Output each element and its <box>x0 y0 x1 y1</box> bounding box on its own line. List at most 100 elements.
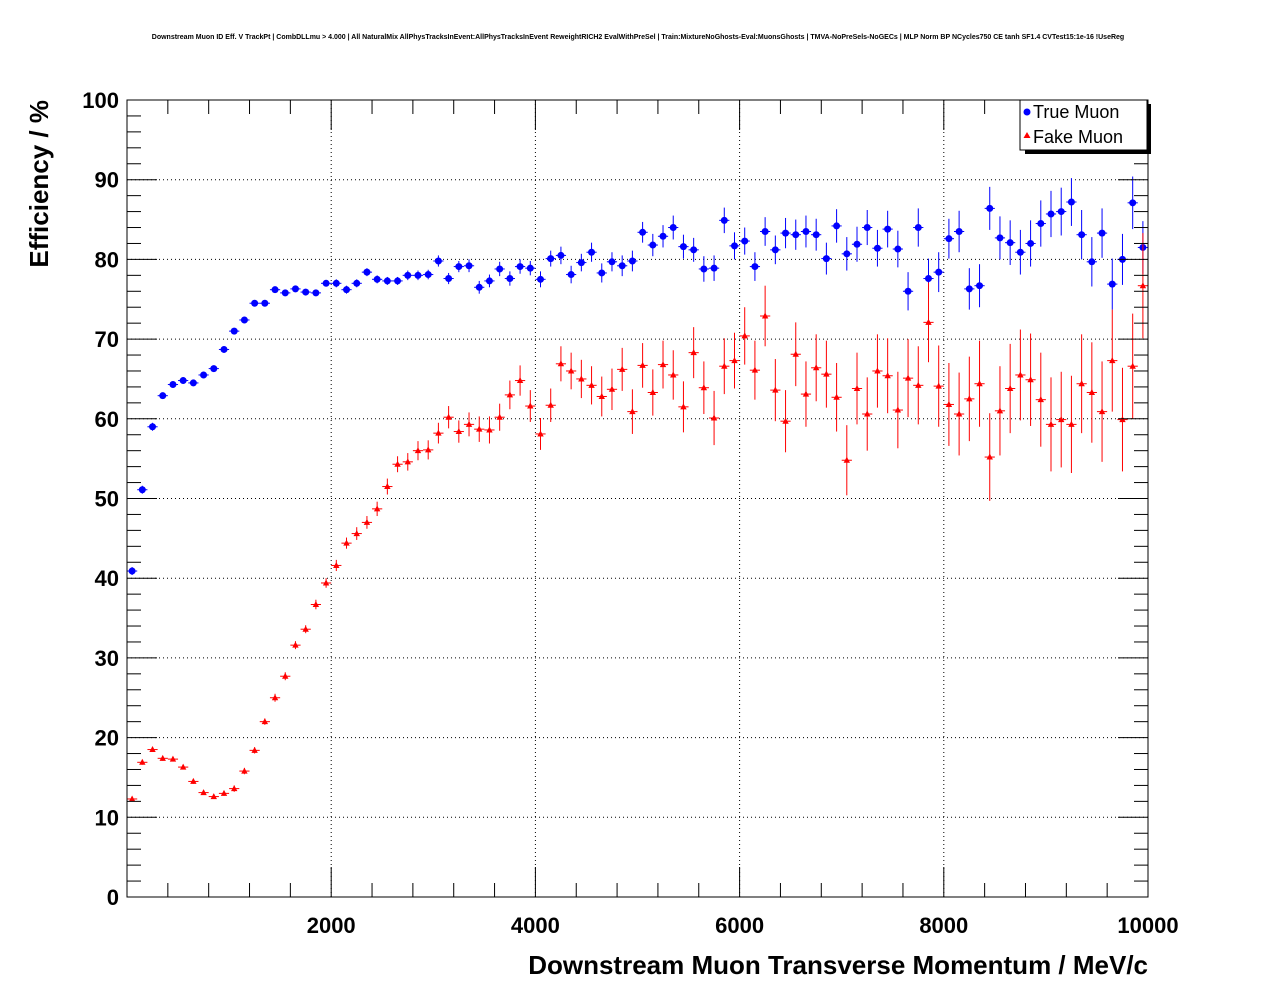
data-point <box>567 367 575 374</box>
data-point <box>1109 357 1116 364</box>
data-point <box>577 259 585 267</box>
data-point <box>1139 282 1147 289</box>
data-point <box>567 271 575 279</box>
data-point <box>884 372 891 379</box>
y-tick-label: 60 <box>95 407 119 432</box>
data-point <box>424 446 432 453</box>
data-point <box>333 561 340 568</box>
data-point <box>996 234 1004 242</box>
data-point <box>302 288 310 296</box>
data-point <box>710 264 718 272</box>
data-point <box>302 625 309 632</box>
data-point <box>159 392 167 400</box>
data-point <box>588 248 596 256</box>
data-point <box>261 718 269 725</box>
data-point <box>710 414 718 421</box>
data-point <box>679 243 687 251</box>
y-tick-label: 50 <box>95 487 119 512</box>
data-point <box>363 268 371 276</box>
data-point <box>670 371 677 378</box>
data-point <box>588 381 595 388</box>
data-point <box>1037 220 1045 228</box>
data-point <box>772 386 779 393</box>
data-point <box>873 244 881 252</box>
data-point <box>1108 280 1116 288</box>
data-point <box>853 240 861 248</box>
data-point <box>179 377 187 385</box>
data-point <box>128 567 136 575</box>
data-point <box>1068 420 1075 427</box>
data-point <box>322 579 330 586</box>
data-point <box>731 357 738 364</box>
data-point <box>404 458 411 465</box>
data-point <box>904 287 912 295</box>
y-tick-label: 0 <box>107 885 119 910</box>
data-point <box>904 374 912 381</box>
data-point <box>1058 416 1065 423</box>
data-point <box>690 349 697 356</box>
data-point <box>955 228 963 236</box>
data-point <box>843 456 851 463</box>
data-point <box>383 277 391 285</box>
data-point <box>853 385 861 392</box>
x-tick-label: 2000 <box>307 913 356 938</box>
data-point <box>455 263 463 271</box>
data-point <box>833 222 841 230</box>
data-point <box>996 407 1004 414</box>
data-point <box>649 241 657 249</box>
legend: True Muon Fake Muon <box>1019 99 1151 154</box>
data-point <box>353 530 360 537</box>
data-point <box>496 413 503 420</box>
data-point <box>404 271 412 279</box>
data-point <box>874 367 881 374</box>
data-point <box>628 257 636 265</box>
data-point <box>1047 420 1055 427</box>
data-point <box>700 265 708 273</box>
data-point <box>1098 229 1106 237</box>
data-point <box>802 228 810 236</box>
data-point <box>1027 239 1035 247</box>
data-point <box>690 246 698 254</box>
data-point <box>516 377 524 384</box>
data-point <box>261 299 269 307</box>
data-point <box>884 225 892 233</box>
data-point <box>343 539 350 546</box>
plot-frame <box>126 99 1149 898</box>
data-point <box>373 275 381 283</box>
data-point <box>782 229 790 237</box>
data-point <box>506 391 514 398</box>
data-point <box>792 350 799 357</box>
data-point <box>394 277 402 285</box>
data-point <box>915 381 922 388</box>
data-point <box>486 426 493 433</box>
grid-lines <box>127 100 1148 897</box>
y-tick-label: 90 <box>95 168 119 193</box>
x-tick-label: 4000 <box>511 913 560 938</box>
data-point <box>149 423 157 431</box>
y-tick-label: 10 <box>95 805 119 830</box>
data-point <box>914 224 922 232</box>
data-point <box>445 413 452 420</box>
x-tick-label: 10000 <box>1117 913 1178 938</box>
data-point <box>312 289 320 297</box>
data-point <box>598 392 605 399</box>
data-point <box>659 232 667 240</box>
series-true-muon <box>127 176 1148 576</box>
data-point <box>138 486 146 494</box>
data-point <box>629 408 636 415</box>
data-point <box>945 400 953 407</box>
data-point <box>485 277 493 285</box>
data-point <box>241 767 248 774</box>
data-point <box>1037 396 1044 403</box>
data-point <box>271 694 279 701</box>
data-point <box>343 286 351 294</box>
data-point <box>1047 210 1055 218</box>
data-point <box>864 410 871 417</box>
data-point <box>741 332 748 339</box>
data-point <box>516 263 524 271</box>
data-point <box>1129 362 1136 369</box>
data-point <box>1078 231 1086 239</box>
data-point <box>414 447 422 454</box>
data-point <box>537 430 544 437</box>
